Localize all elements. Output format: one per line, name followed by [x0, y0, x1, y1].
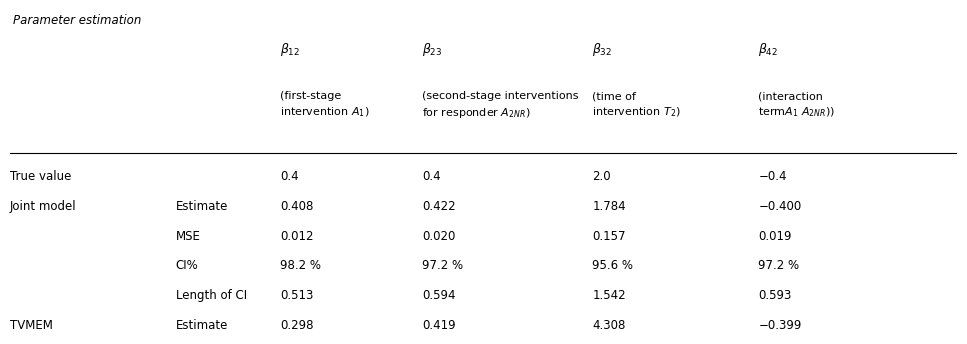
Text: Estimate: Estimate [176, 319, 228, 332]
Text: −0.4: −0.4 [758, 170, 787, 183]
Text: TVMEM: TVMEM [10, 319, 52, 332]
Text: 0.422: 0.422 [422, 200, 455, 213]
Text: 0.019: 0.019 [758, 230, 792, 243]
Text: 0.012: 0.012 [279, 230, 313, 243]
Text: 0.4: 0.4 [279, 170, 299, 183]
Text: 0.4: 0.4 [422, 170, 441, 183]
Text: −0.400: −0.400 [758, 200, 802, 213]
Text: (first-stage
intervention $A_1$): (first-stage intervention $A_1$) [279, 91, 369, 119]
Text: 98.2 %: 98.2 % [279, 259, 321, 272]
Text: 95.6 %: 95.6 % [593, 259, 633, 272]
Text: $\beta_{23}$: $\beta_{23}$ [422, 41, 442, 57]
Text: Joint model: Joint model [10, 200, 76, 213]
Text: 1.784: 1.784 [593, 200, 626, 213]
Text: 0.593: 0.593 [758, 289, 792, 302]
Text: (time of
intervention $T_2$): (time of intervention $T_2$) [593, 91, 681, 119]
Text: 0.419: 0.419 [422, 319, 455, 332]
Text: 97.2 %: 97.2 % [422, 259, 463, 272]
Text: MSE: MSE [176, 230, 200, 243]
Text: Length of CI: Length of CI [176, 289, 247, 302]
Text: Estimate: Estimate [176, 200, 228, 213]
Text: 0.513: 0.513 [279, 289, 313, 302]
Text: True value: True value [10, 170, 71, 183]
Text: 0.298: 0.298 [279, 319, 313, 332]
Text: 2.0: 2.0 [593, 170, 611, 183]
Text: 1.542: 1.542 [593, 289, 626, 302]
Text: CI%: CI% [176, 259, 198, 272]
Text: 4.308: 4.308 [593, 319, 626, 332]
Text: (interaction
term$A_1$ $A_{2NR}$)): (interaction term$A_1$ $A_{2NR}$)) [758, 91, 835, 119]
Text: 0.157: 0.157 [593, 230, 626, 243]
Text: 97.2 %: 97.2 % [758, 259, 800, 272]
Text: (second-stage interventions
for responder $A_{2NR}$): (second-stage interventions for responde… [422, 91, 578, 120]
Text: 0.594: 0.594 [422, 289, 455, 302]
Text: $\beta_{32}$: $\beta_{32}$ [593, 41, 613, 57]
Text: $\beta_{42}$: $\beta_{42}$ [758, 41, 778, 57]
Text: $\beta_{12}$: $\beta_{12}$ [279, 41, 300, 57]
Text: 0.020: 0.020 [422, 230, 455, 243]
Text: 0.408: 0.408 [279, 200, 313, 213]
Text: −0.399: −0.399 [758, 319, 802, 332]
Text: Parameter estimation: Parameter estimation [13, 13, 141, 26]
